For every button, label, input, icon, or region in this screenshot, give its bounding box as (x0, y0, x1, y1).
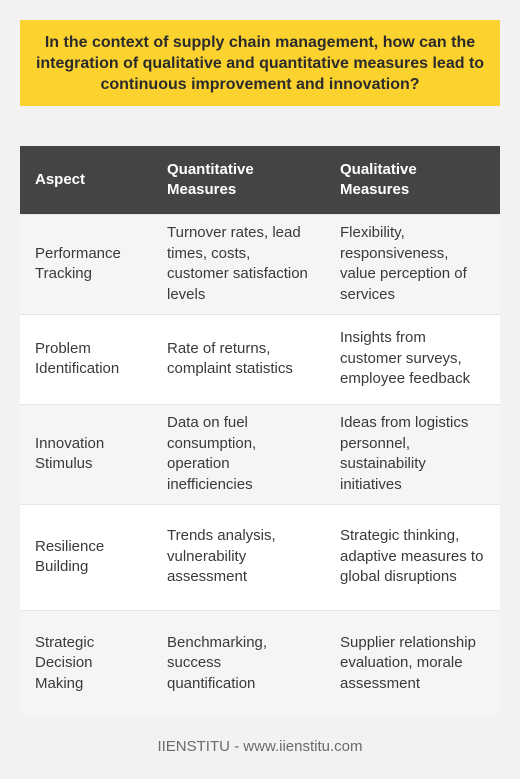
header-quantitative: Quantitative Measures (152, 146, 325, 214)
cell-quantitative: Trends analysis, vulnerability assessmen… (152, 503, 325, 610)
table-row: Problem Identification Rate of returns, … (20, 313, 500, 404)
table-row: Performance Tracking Turnover rates, lea… (20, 213, 500, 314)
cell-qualitative: Ideas from logistics personnel, sustaina… (325, 403, 500, 504)
cell-qualitative: Flexibility, responsiveness, value perce… (325, 213, 500, 314)
cell-quantitative: Rate of returns, complaint statistics (152, 313, 325, 404)
cell-quantitative: Benchmarking, success quantification (152, 609, 325, 716)
cell-aspect: Innovation Stimulus (20, 403, 152, 504)
question-text: In the context of supply chain managemen… (35, 33, 485, 93)
table-row: Strategic Decision Making Benchmarking, … (20, 609, 500, 716)
question-banner: In the context of supply chain managemen… (20, 20, 500, 106)
table-row: Innovation Stimulus Data on fuel consump… (20, 403, 500, 504)
cell-aspect: Resilience Building (20, 503, 152, 610)
table-row: Resilience Building Trends analysis, vul… (20, 503, 500, 610)
cell-qualitative: Supplier relationship evaluation, morale… (325, 609, 500, 716)
cell-qualitative: Strategic thinking, adaptive measures to… (325, 503, 500, 610)
cell-quantitative: Data on fuel consumption, operation inef… (152, 403, 325, 504)
cell-qualitative: Insights from customer surveys, employee… (325, 313, 500, 404)
header-qualitative: Qualitative Measures (325, 146, 500, 214)
cell-quantitative: Turnover rates, lead times, costs, custo… (152, 213, 325, 314)
footer-credit: IIENSTITU - www.iienstitu.com (157, 738, 363, 755)
cell-aspect: Strategic Decision Making (20, 609, 152, 716)
header-aspect: Aspect (20, 146, 152, 214)
cell-aspect: Performance Tracking (20, 213, 152, 314)
comparison-table: Aspect Quantitative Measures Qualitative… (20, 146, 500, 716)
cell-aspect: Problem Identification (20, 313, 152, 404)
table-header-row: Aspect Quantitative Measures Qualitative… (20, 146, 500, 214)
